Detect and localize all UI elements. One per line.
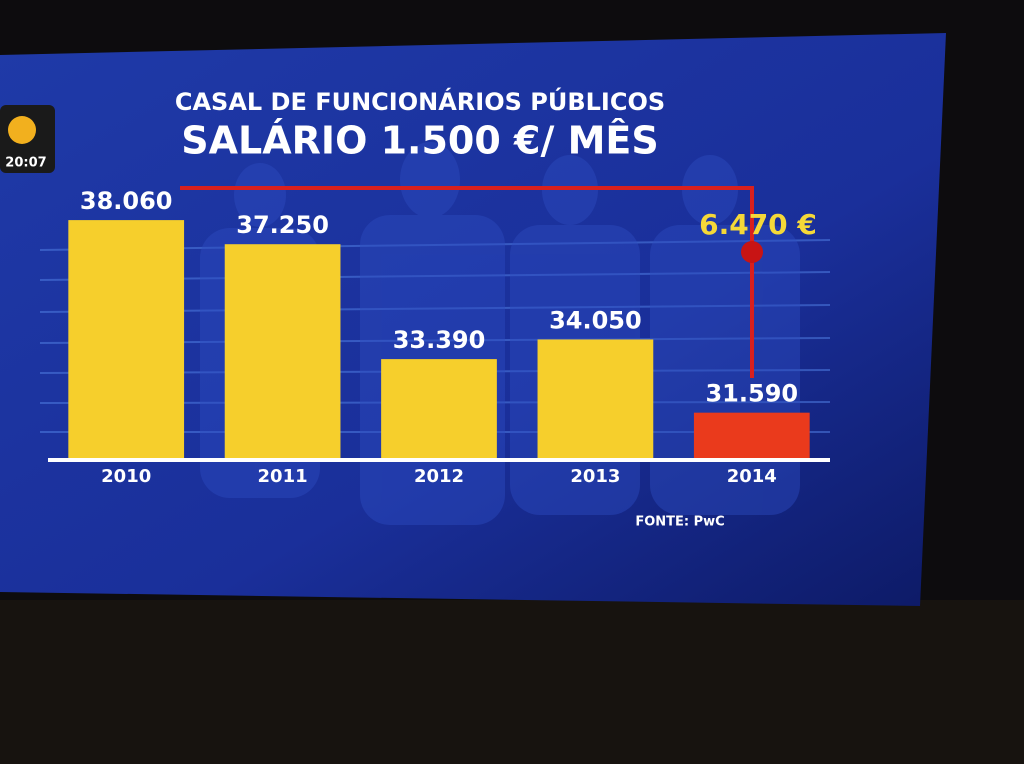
tv-stand [0, 600, 1024, 764]
bar [381, 359, 497, 460]
x-tick-label: 2011 [258, 466, 308, 487]
difference-line [180, 186, 754, 378]
bar [693, 412, 810, 460]
x-tick-label: 2012 [414, 466, 464, 487]
x-tick-label: 2014 [727, 466, 777, 487]
x-tick-label: 2010 [101, 466, 151, 487]
value-label: 31.590 [705, 380, 798, 408]
value-label: 38.060 [80, 187, 173, 215]
value-label: 34.050 [549, 306, 642, 334]
logo-mark [8, 116, 36, 144]
bar [224, 244, 341, 460]
bar [537, 339, 654, 460]
value-label: 33.390 [393, 326, 486, 354]
annotation: 6.470 € [699, 208, 817, 241]
x-tick-label: 2013 [570, 466, 620, 487]
plot: 38.060 2010 37.250 2011 33.390 2012 34.050 2013… [48, 187, 830, 487]
bar [68, 220, 185, 460]
chart-subtitle: SALÁRIO 1.500 €/ MÊS [181, 119, 658, 163]
screen [0, 33, 946, 606]
difference-dot [741, 241, 763, 263]
value-label: 37.250 [236, 211, 329, 239]
chart-title: CASAL DE FUNCIONÁRIOS PÚBLICOS [175, 86, 665, 116]
source: FONTE: PwC [635, 515, 724, 530]
clock: 20:07 [5, 156, 46, 171]
